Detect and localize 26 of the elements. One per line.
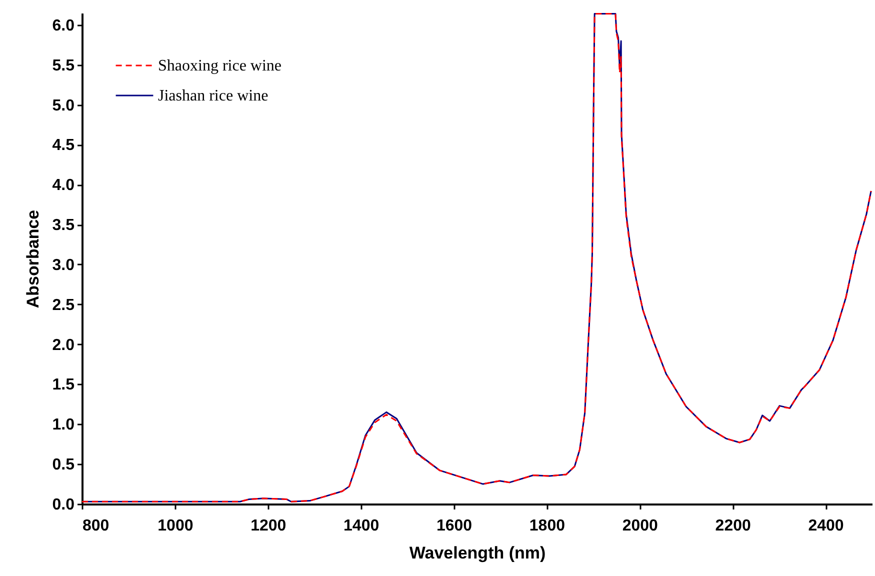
x-tick-label: 2200	[715, 518, 751, 534]
x-tick-label: 2400	[808, 518, 844, 534]
y-tick-label: 1.0	[52, 416, 75, 434]
x-tick-label: 1600	[436, 518, 472, 534]
y-tick-label: 3.5	[52, 217, 75, 234]
y-tick-label: 4.0	[52, 177, 75, 194]
y-tick-label: 5.5	[52, 57, 75, 74]
x-tick-label: 2000	[622, 518, 658, 534]
y-tick-label: 0.0	[52, 496, 75, 514]
y-tick-label: 3.0	[52, 256, 75, 274]
x-tick-label: 1800	[529, 518, 566, 534]
y-tick-label: 1.5	[52, 376, 75, 394]
y-tick-label: 2.5	[52, 296, 75, 314]
legend-label: Jiashan rice wine	[158, 88, 268, 104]
y-tick-label: 5.0	[52, 97, 75, 114]
x-tick-label: 1400	[344, 518, 380, 534]
x-tick-label: 1200	[250, 518, 286, 534]
y-tick-label: 4.5	[52, 137, 75, 154]
y-tick-label: 2.0	[52, 336, 75, 354]
y-tick-label: 0.5	[52, 456, 75, 474]
x-tick-label: 800	[82, 518, 110, 534]
y-axis-title: Absorbance	[23, 210, 42, 308]
x-axis-title: Wavelength (nm)	[409, 544, 546, 562]
y-tick-label: 6.0	[52, 17, 75, 34]
legend-label: Shaoxing rice wine	[158, 58, 282, 74]
x-tick-label: 1000	[158, 518, 194, 534]
